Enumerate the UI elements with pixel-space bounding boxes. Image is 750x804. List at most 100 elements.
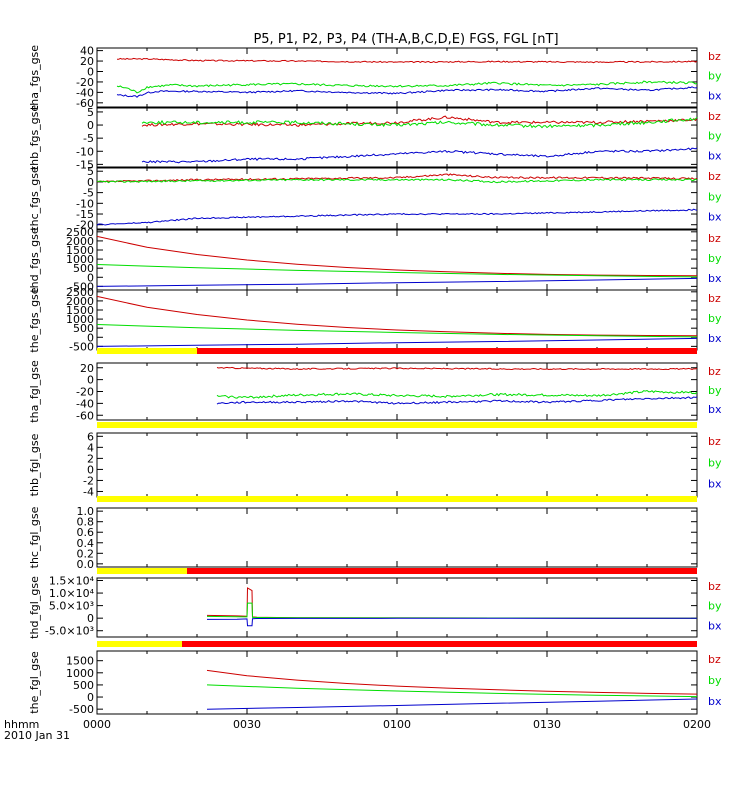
y-tick-label: 0.6 [77,526,95,539]
y-tick-label: 500 [73,679,94,692]
legend-bz: bz [708,292,721,305]
y-tick-label: 2500 [66,286,94,299]
panel-ylabel: thb_fgl_gse [28,433,41,496]
panel-frame [96,362,698,421]
panel-frame [96,289,698,351]
chart-title: P5, P1, P2, P3, P4 (TH-A,B,C,D,E) FGS, F… [253,32,558,47]
y-tick-label: 20 [80,55,94,68]
quality-bar-red [182,641,697,647]
y-tick-label: 0.0 [77,558,95,571]
y-tick-label: 1.0×10⁴ [49,587,95,600]
panel-ylabel: thc_fgl_gse [28,506,41,568]
legend-bz: bz [708,435,721,448]
panel-ylabel: thd_fgs_gse [28,227,41,293]
legend-by: by [708,130,722,143]
y-tick-label: -5 [83,187,94,200]
y-tick-label: 0 [87,119,94,132]
x-axis-label-date: 2010 Jan 31 [4,729,70,742]
y-tick-label: 0 [87,374,94,387]
y-tick-label: -4 [83,485,94,498]
series-bx [96,337,698,347]
panel-ylabel: tha_fgl_gse [28,360,41,423]
y-tick-label: 1.5×10⁴ [49,575,95,588]
y-tick-label: 0 [87,176,94,189]
series-bz [216,366,698,371]
y-tick-label: 0 [87,463,94,476]
legend-bz: bz [708,232,721,245]
panel-ylabel: thd_fgl_gse [28,576,41,639]
y-tick-label: -500 [69,340,94,353]
x-tick-label: 0100 [383,718,411,731]
legend-bz: bz [708,653,721,666]
series-bz [96,235,698,277]
legend-by: by [708,600,722,613]
series-bx [116,86,698,98]
y-tick-label: 0 [87,331,94,344]
series-bz [97,173,698,183]
y-tick-label: -15 [76,158,94,171]
legend-bx: bx [708,478,722,491]
y-tick-label: 500 [73,322,94,335]
panel-frame [96,229,698,291]
legend-bz: bz [708,170,721,183]
series-by [96,178,698,184]
panel-frame [96,650,698,715]
series-bx [206,698,698,710]
panel-frame [96,507,698,568]
legend-by: by [708,252,722,265]
quality-bar-yellow [97,496,697,502]
quality-bar-yellow [97,568,187,574]
panel-frame [96,107,698,168]
y-tick-label: -500 [69,280,94,293]
series-by [96,264,698,278]
y-tick-label: 1500 [66,244,94,257]
series-bz [206,669,698,695]
y-tick-label: 1000 [66,253,94,266]
quality-bar-yellow [97,422,697,428]
y-tick-label: 0 [87,271,94,284]
series-bz [96,295,698,337]
legend-bx: bx [708,89,722,102]
y-tick-label: 2000 [66,235,94,248]
y-tick-label: -5 [83,132,94,145]
legend-bz: bz [708,50,721,63]
series-by [216,389,698,399]
x-tick-label: 0000 [83,718,111,731]
panel-ylabel: tha_fgs_gse [28,45,41,110]
series-by [141,117,698,129]
y-tick-label: 500 [73,262,94,275]
y-tick-label: -20 [76,76,94,89]
x-axis-label-hhmm: hhmm [4,718,39,731]
y-tick-label: -10 [76,197,94,210]
legend-by: by [708,190,722,203]
legend-bx: bx [708,332,722,345]
y-tick-label: 5.0×10³ [49,600,94,613]
y-tick-label: 1000 [66,313,94,326]
panel-ylabel: thb_fgs_gse [28,105,41,171]
y-tick-label: 1.0 [77,505,95,518]
series-bz [206,587,697,619]
y-tick-label: 5 [87,106,94,119]
y-tick-label: -500 [69,703,94,716]
panel-ylabel: thc_fgs_gse [28,166,41,231]
y-tick-label: 0.4 [77,537,95,550]
y-tick-label: 0 [87,691,94,704]
series-bx [96,277,698,287]
panel-ylabel: the_fgs_gse [28,287,41,352]
legend-bz: bz [708,110,721,123]
y-tick-label: -20 [76,386,94,399]
series-bx [96,208,698,226]
y-tick-label: -40 [76,86,94,99]
y-tick-label: -2 [83,474,94,487]
panel-frame [96,47,698,108]
quality-bar-yellow [97,641,182,647]
panel-frame [96,432,698,498]
x-tick-label: 0200 [683,718,711,731]
series-bz [141,115,698,127]
y-tick-label: 40 [80,45,94,58]
legend-by: by [708,674,722,687]
y-tick-label: -60 [76,97,94,110]
legend-bx: bx [708,619,722,632]
